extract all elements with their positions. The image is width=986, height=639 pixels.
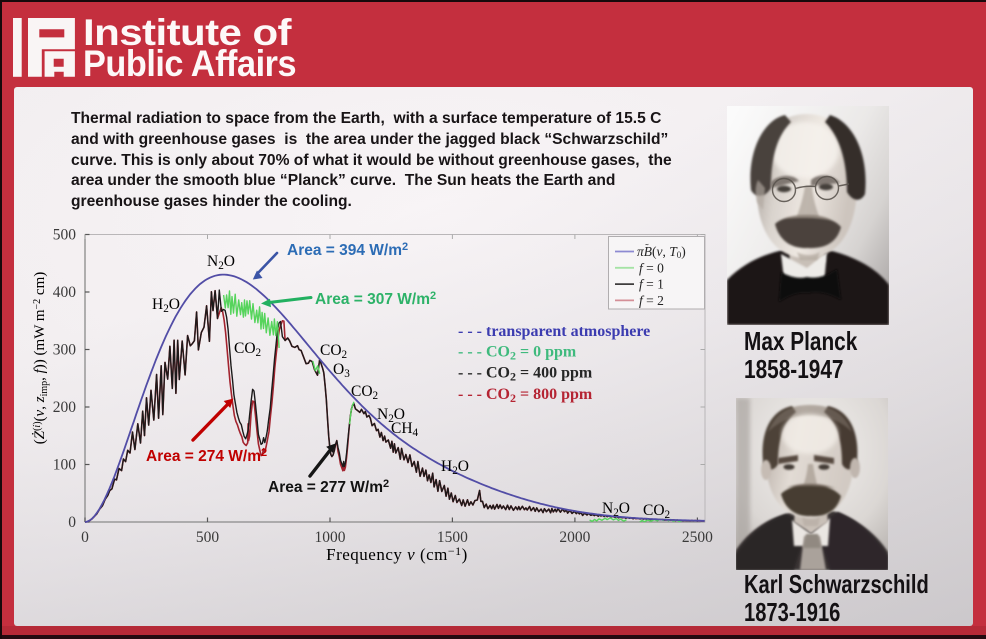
- svg-text:- - - CO2 = 400 ppm: - - - CO2 = 400 ppm: [458, 365, 593, 384]
- svg-text:Area = 277 W/m2: Area = 277 W/m2: [268, 478, 389, 496]
- svg-text:0: 0: [81, 529, 89, 546]
- svg-text:Frequency ν (cm−1): Frequency ν (cm−1): [326, 544, 468, 564]
- svg-text:- - - CO2 = 0 ppm: - - - CO2 = 0 ppm: [458, 344, 577, 363]
- svg-text:0: 0: [68, 514, 76, 531]
- svg-text:O3​: O3​: [333, 361, 350, 380]
- svg-text:500: 500: [53, 227, 77, 244]
- svg-text:CO2​: CO2​: [643, 502, 670, 521]
- svg-text:- - - transparent atmosphere: - - - transparent atmosphere: [458, 323, 650, 340]
- svg-text:200: 200: [53, 399, 77, 416]
- svg-text:˜: ˜: [645, 242, 649, 254]
- svg-text:πB(ν, T0): πB(ν, T0): [637, 244, 686, 260]
- svg-text:300: 300: [53, 342, 77, 359]
- svg-text:N2​O: N2​O: [377, 406, 405, 425]
- svg-text:f = 0: f = 0: [639, 260, 664, 275]
- svg-text:100: 100: [53, 457, 77, 474]
- svg-text:400: 400: [53, 284, 77, 301]
- svg-text:Area = 274 W/m2: Area = 274 W/m2: [146, 447, 267, 465]
- svg-text:CO2​: CO2​: [351, 383, 378, 402]
- svg-text:1500: 1500: [437, 529, 468, 546]
- svg-text:H2​O: H2​O: [441, 458, 469, 477]
- svg-text:2000: 2000: [559, 529, 590, 546]
- svg-text:H2​O: H2​O: [152, 296, 180, 315]
- svg-text:Area = 394 W/m2: Area = 394 W/m2: [287, 241, 408, 259]
- svg-text:- - - CO2 = 800 ppm: - - - CO2 = 800 ppm: [458, 386, 593, 405]
- svg-text:Area = 307 W/m2: Area = 307 W/m2: [315, 290, 436, 308]
- svg-text:500: 500: [196, 529, 220, 546]
- svg-text:N2​O: N2​O: [602, 500, 630, 519]
- svg-text:2500: 2500: [682, 529, 713, 546]
- svg-text:f = 2: f = 2: [639, 293, 664, 308]
- svg-text:f = 1: f = 1: [639, 277, 664, 292]
- svg-text:CO2​: CO2​: [320, 342, 347, 361]
- svg-text:(Ż(i)(ν, zimp, f)) (mW m−2 cm): (Ż(i)(ν, zimp, f)) (mW m−2 cm): [32, 272, 50, 445]
- svg-text:1000: 1000: [315, 529, 346, 546]
- svg-text:CO2​: CO2​: [234, 340, 261, 359]
- svg-text:CH4​: CH4​: [391, 420, 419, 439]
- svg-text:N2​O: N2​O: [207, 253, 235, 272]
